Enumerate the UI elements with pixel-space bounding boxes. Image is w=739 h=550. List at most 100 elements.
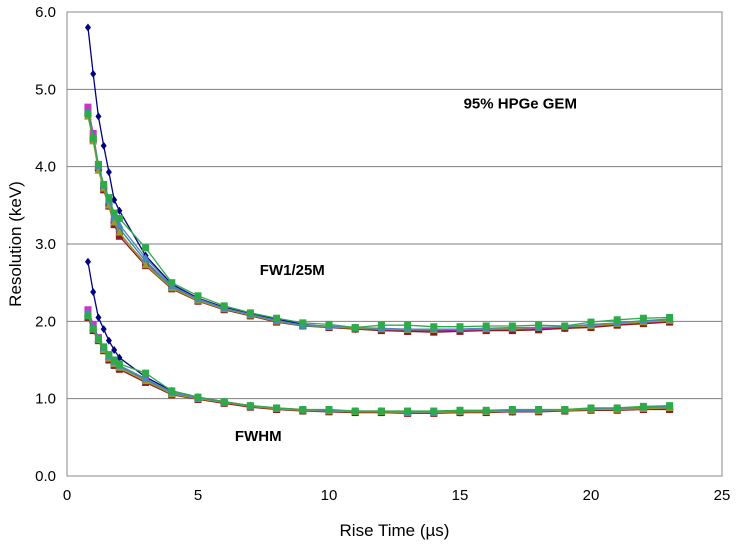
data-point: [273, 314, 281, 322]
data-point: [90, 287, 97, 296]
x-tick-label: 15: [452, 487, 469, 504]
data-point: [456, 323, 464, 331]
data-point: [430, 407, 438, 415]
data-point: [194, 393, 202, 401]
data-point: [194, 292, 202, 300]
data-point: [273, 404, 281, 412]
data-point: [220, 302, 228, 310]
data-point: [220, 398, 228, 406]
data-point: [100, 141, 107, 150]
series-3: [84, 103, 674, 335]
series-line: [87, 116, 670, 331]
x-tick-label: 0: [63, 487, 71, 504]
data-point: [105, 194, 113, 202]
annotations: 95% HPGe GEM FW1/25M FWHM: [235, 96, 577, 446]
series-line: [87, 110, 670, 331]
data-point: [246, 309, 254, 317]
series-9: [83, 112, 674, 334]
x-tick-label: 10: [321, 487, 338, 504]
data-point: [110, 209, 118, 217]
annotation-label: FW1/25M: [260, 262, 325, 279]
series-line: [87, 113, 670, 329]
data-point: [351, 407, 359, 415]
y-tick-label: 6.0: [35, 4, 56, 21]
data-point: [535, 405, 543, 413]
data-point: [561, 405, 569, 413]
data-point: [115, 214, 123, 222]
data-point: [587, 318, 595, 326]
series-14: [84, 312, 674, 415]
y-tick-label: 1.0: [35, 391, 56, 408]
data-point: [105, 336, 112, 345]
data-point: [666, 313, 674, 321]
annotation-label: FWHM: [235, 428, 282, 445]
data-point: [100, 343, 108, 351]
x-tick-label: 5: [194, 487, 202, 504]
data-point: [115, 220, 124, 228]
data-point: [561, 322, 569, 330]
data-point: [115, 228, 124, 236]
y-tick-label: 3.0: [35, 236, 56, 253]
data-point: [105, 168, 112, 177]
gridlines: [67, 11, 722, 477]
data-point: [377, 407, 385, 415]
series-line: [87, 113, 670, 333]
data-point: [246, 402, 254, 410]
data-point: [116, 353, 123, 362]
data-point: [535, 321, 543, 329]
data-point: [639, 314, 647, 322]
data-point: [89, 134, 97, 142]
data-point: [84, 110, 92, 118]
series-13: [84, 110, 674, 332]
data-point: [325, 405, 333, 413]
data-point: [141, 260, 150, 269]
x-tick-label: 20: [583, 487, 600, 504]
data-point: [94, 160, 102, 168]
data-point: [84, 23, 91, 32]
data-point: [482, 406, 490, 414]
data-point: [299, 319, 307, 327]
data-point: [377, 321, 385, 329]
y-tick-label: 2.0: [35, 313, 56, 330]
data-point: [100, 180, 108, 188]
y-tick-labels: 0.0 1.0 2.0 3.0 4.0 5.0 6.0: [35, 4, 56, 485]
data-point: [111, 195, 118, 204]
data-point: [116, 206, 123, 215]
y-tick-label: 5.0: [35, 81, 56, 98]
data-point: [508, 405, 516, 413]
y-tick-label: 4.0: [35, 159, 56, 176]
data-point: [168, 279, 176, 287]
data-point: [666, 402, 674, 410]
data-point: [141, 374, 150, 382]
data-point: [587, 404, 595, 412]
data-point: [639, 402, 647, 410]
data-point: [299, 405, 307, 413]
data-point: [111, 345, 118, 354]
data-point: [105, 351, 113, 359]
data-point: [94, 335, 102, 343]
data-point: [115, 360, 123, 368]
data-point: [90, 69, 97, 78]
data-point: [89, 325, 97, 333]
data-point: [168, 387, 176, 395]
data-point: [404, 321, 412, 329]
series-line: [87, 112, 670, 330]
plot-border: [66, 11, 723, 477]
data-point: [482, 322, 490, 330]
data-point: [141, 253, 150, 262]
data-point: [95, 112, 102, 121]
x-tick-labels: 0 5 10 15 20 25: [63, 487, 731, 504]
data-point: [351, 324, 359, 332]
data-point: [84, 257, 91, 266]
series-layer: [83, 23, 674, 417]
plot-area: [66, 11, 723, 477]
data-point: [613, 316, 621, 324]
series-7: [83, 106, 674, 334]
data-point: [404, 407, 412, 415]
data-point: [110, 218, 119, 226]
data-point: [110, 356, 118, 364]
series-11: [83, 108, 674, 333]
series-line: [87, 106, 670, 333]
